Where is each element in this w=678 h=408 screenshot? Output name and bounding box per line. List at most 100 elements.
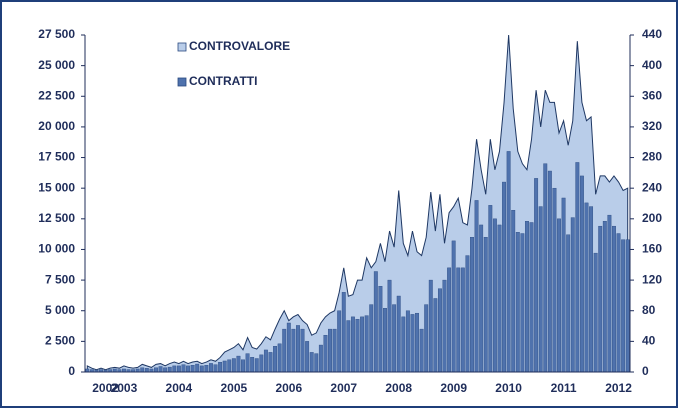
y2-tick-label: 440 — [642, 27, 662, 41]
bar — [273, 346, 278, 373]
bar — [286, 322, 291, 373]
y-tick-label: 2 500 — [45, 334, 75, 348]
bar — [245, 353, 250, 373]
y-tick-label: 15 000 — [38, 180, 75, 194]
y2-tick-label: 240 — [642, 180, 662, 194]
y2-tick-label: 80 — [642, 303, 656, 317]
bar — [483, 236, 488, 373]
bar — [593, 252, 598, 373]
bar — [364, 315, 369, 373]
bar — [492, 218, 497, 373]
y2-tick-label: 320 — [642, 119, 662, 133]
bar — [401, 316, 406, 373]
bar — [190, 365, 195, 373]
bar — [360, 316, 365, 373]
bar — [579, 175, 584, 373]
bar — [167, 366, 172, 373]
bar — [497, 224, 502, 373]
bar — [291, 328, 296, 373]
y2-tick-label: 40 — [642, 334, 656, 348]
bar — [621, 239, 626, 373]
bar — [268, 352, 273, 373]
bar — [227, 359, 232, 373]
y2-tick-label: 400 — [642, 58, 662, 72]
x-tick-label: 2008 — [385, 381, 412, 395]
bar — [602, 221, 607, 373]
bar — [314, 353, 319, 373]
bar — [410, 314, 415, 373]
y-tick-label: 17 500 — [38, 150, 75, 164]
bar — [415, 312, 419, 373]
bar — [209, 363, 213, 373]
x-tick-label: 2007 — [330, 381, 357, 395]
legend-label: CONTRATTI — [189, 74, 257, 88]
bar — [263, 349, 268, 373]
bar — [346, 320, 351, 373]
bar — [350, 316, 355, 373]
bar — [543, 163, 548, 373]
bar — [442, 279, 447, 373]
y2-tick-label: 280 — [642, 150, 662, 164]
bar — [557, 218, 561, 373]
x-tick-label: 2005 — [220, 381, 247, 395]
bar — [383, 308, 387, 373]
x-tick-label: 2009 — [440, 381, 467, 395]
y2-tick-label: 200 — [642, 211, 662, 225]
legend-label: CONTROVALORE — [189, 39, 290, 53]
bar — [502, 181, 506, 373]
bar — [387, 279, 392, 373]
x-tick-label: 2003 — [111, 381, 138, 395]
bar — [470, 236, 474, 373]
bar — [332, 328, 337, 373]
area — [86, 34, 629, 373]
y2-tick-label: 120 — [642, 272, 662, 286]
y2-tick-label: 160 — [642, 242, 662, 256]
legend-swatch — [177, 42, 187, 52]
bar — [181, 364, 186, 373]
bar — [337, 310, 342, 373]
bar — [204, 365, 209, 373]
x-tick-label: 2011 — [551, 381, 577, 395]
y-tick-label: 12 500 — [38, 211, 75, 225]
bar — [163, 367, 168, 373]
bar — [222, 360, 227, 373]
bar — [612, 225, 616, 373]
bar — [433, 298, 438, 373]
bar — [589, 206, 594, 373]
y-tick-label: 22 500 — [38, 88, 75, 102]
bar — [158, 366, 163, 373]
bar — [254, 358, 259, 373]
bar — [437, 288, 442, 373]
bar — [515, 232, 520, 373]
y-tick-label: 0 — [68, 364, 75, 378]
bar — [341, 292, 346, 373]
bar — [392, 304, 397, 373]
bar — [305, 341, 310, 373]
x-tick-label: 2010 — [495, 381, 522, 395]
bar — [570, 217, 575, 373]
bar — [250, 357, 255, 373]
y-tick-label: 10 000 — [38, 242, 75, 256]
bar — [538, 206, 543, 373]
bar — [218, 361, 223, 373]
bar — [309, 352, 314, 373]
bar — [277, 343, 282, 373]
bar — [447, 267, 452, 373]
bar — [451, 240, 456, 373]
bar — [300, 328, 305, 373]
x-tick-label: 2004 — [166, 381, 193, 395]
bar — [456, 267, 461, 373]
bar — [231, 358, 236, 373]
bar — [520, 233, 525, 373]
bar — [460, 267, 465, 373]
bar — [296, 325, 300, 373]
bar — [144, 368, 149, 373]
bar — [199, 365, 204, 373]
bar — [355, 319, 360, 373]
y2-tick-label: 0 — [642, 364, 649, 378]
bar — [465, 255, 470, 373]
bar — [625, 239, 630, 373]
legend-swatch — [177, 77, 187, 87]
bar — [616, 233, 621, 373]
x-tick-label: 2006 — [275, 381, 302, 395]
